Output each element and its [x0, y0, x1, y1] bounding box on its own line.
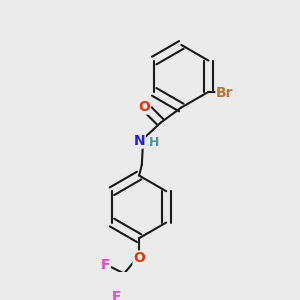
Text: H: H — [149, 136, 159, 148]
Text: F: F — [112, 290, 122, 300]
Text: N: N — [134, 134, 145, 148]
Text: F: F — [101, 258, 110, 272]
Text: O: O — [133, 251, 145, 265]
Text: O: O — [138, 100, 150, 114]
Text: Br: Br — [216, 86, 233, 100]
